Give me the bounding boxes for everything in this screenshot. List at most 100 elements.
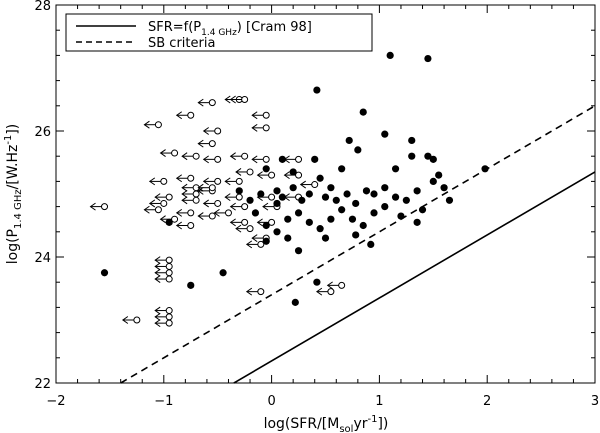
axis-ticks — [55, 4, 596, 384]
upper-limit-arrow-head — [283, 171, 290, 180]
detection-point — [278, 155, 286, 163]
y-title-sub: 1.4 GHz — [13, 189, 24, 229]
upper-limit-arrow-head — [181, 190, 188, 198]
upper-limit-point — [89, 202, 109, 211]
upper-limit-point — [154, 319, 173, 328]
legend-item-1-tail: ) [Cram 98] — [237, 20, 312, 35]
upper-limit-arrow-head — [181, 152, 188, 161]
upper-limit-circle — [241, 203, 249, 211]
upper-limit-point — [154, 275, 173, 283]
upper-limit-arrow-head — [154, 275, 161, 283]
upper-limit-circle — [133, 316, 141, 324]
detection-point — [424, 54, 432, 63]
detection-point — [343, 190, 351, 198]
detection-point — [352, 231, 360, 239]
upper-limit-point — [175, 221, 195, 230]
upper-limit-point — [154, 306, 173, 315]
upper-limit-arrow-head — [245, 287, 253, 296]
upper-limit-point — [143, 205, 162, 214]
upper-limit-point — [316, 287, 335, 296]
upper-limit-arrow-head — [202, 127, 209, 135]
detection-point — [262, 221, 270, 230]
detection-point — [165, 218, 173, 226]
upper-limit-circle — [235, 193, 243, 201]
upper-limit-arrow-head — [316, 287, 323, 296]
legend-item-1-sub: 1.4 GHz — [201, 28, 237, 38]
detection-point — [305, 190, 313, 198]
upper-limit-circle — [214, 199, 222, 207]
upper-limit-circle — [192, 196, 200, 204]
detection-point — [352, 199, 360, 208]
upper-limit-circle — [214, 155, 222, 163]
detection-point — [284, 215, 292, 223]
upper-limit-circle — [295, 155, 303, 163]
upper-limit-point — [154, 262, 173, 271]
upper-limit-circle — [154, 206, 162, 214]
upper-limit-arrow-head — [159, 149, 166, 157]
upper-limit-arrow-head — [148, 177, 156, 186]
upper-limit-arrow-head — [143, 205, 150, 214]
x-tick-label: 2 — [483, 394, 491, 409]
y-title-sup: -1 — [3, 135, 14, 145]
upper-limit-point — [181, 183, 200, 192]
upper-limit-point — [229, 218, 249, 227]
y-tick-labels: 22 24 26 28 — [34, 0, 51, 392]
upper-limit-circle — [311, 181, 319, 189]
detection-point — [370, 190, 378, 198]
y-tick-label: 26 — [34, 125, 51, 140]
upper-limit-circle — [224, 209, 232, 217]
upper-limit-point — [148, 177, 168, 186]
upper-limit-point — [181, 196, 200, 205]
upper-limit-arrow-head — [154, 262, 161, 271]
upper-limit-point — [224, 177, 243, 186]
upper-limit-circle — [165, 262, 173, 270]
detection-point — [391, 193, 400, 201]
upper-limit-arrow-head — [251, 111, 258, 120]
upper-limit-circle — [235, 177, 243, 185]
upper-limit-circle — [192, 190, 200, 198]
upper-limit-circle — [165, 275, 173, 283]
detection-point — [338, 206, 346, 214]
detection-point — [251, 209, 260, 217]
upper-limit-arrow-head — [181, 196, 188, 205]
detection-point — [345, 136, 353, 145]
upper-limit-point — [326, 281, 346, 290]
data-points — [89, 51, 489, 328]
upper-limit-arrow-head — [154, 268, 161, 277]
detection-point — [273, 228, 281, 236]
upper-limit-arrow-head — [262, 202, 269, 211]
upper-limit-arrow-head — [197, 139, 204, 148]
detection-point — [435, 171, 443, 179]
detection-point — [316, 174, 324, 182]
y-title-main: log(P — [5, 229, 21, 264]
detection-point — [429, 155, 437, 163]
detection-point — [332, 196, 340, 204]
y-tick-label: 22 — [34, 377, 51, 392]
upper-limit-point — [154, 268, 173, 277]
upper-limit-arrow-head — [202, 199, 209, 208]
upper-limit-circle — [257, 288, 265, 296]
detection-point — [298, 196, 306, 204]
upper-limit-point — [159, 215, 179, 224]
x-title-main: log(SFR/[M — [264, 416, 340, 432]
detection-point — [413, 187, 421, 195]
upper-limit-point — [229, 152, 249, 161]
upper-limit-circle — [327, 288, 335, 296]
y-axis-title: log(P1.4 GHz/[W.Hz-1]) — [3, 124, 24, 265]
upper-limit-point — [245, 287, 265, 296]
detection-point — [386, 51, 394, 60]
upper-limit-circle — [187, 174, 195, 182]
upper-limit-circle — [262, 155, 270, 163]
detection-point — [311, 155, 319, 163]
upper-limit-arrow-head — [229, 95, 236, 104]
upper-limit-circle — [165, 307, 173, 315]
upper-limit-circle — [165, 313, 173, 321]
upper-limit-arrow-head — [197, 212, 204, 220]
upper-limit-arrow-head — [224, 193, 231, 202]
cram98-relation-line — [233, 171, 596, 384]
upper-limit-arrow-head — [251, 234, 258, 243]
upper-limit-point — [197, 212, 216, 220]
upper-limit-point — [229, 95, 249, 104]
detection-point — [313, 86, 321, 94]
upper-limit-point — [197, 98, 216, 107]
